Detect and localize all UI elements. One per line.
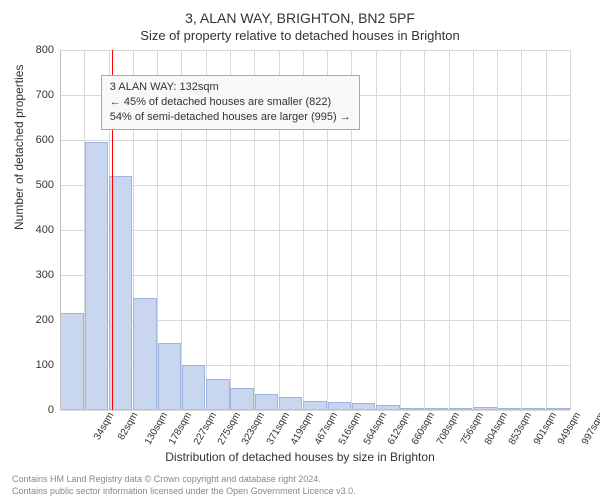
footer-copyright-1: Contains HM Land Registry data © Crown c… xyxy=(12,474,321,484)
y-tick-label: 600 xyxy=(36,134,54,146)
histogram-bar xyxy=(279,397,302,411)
annotation-line: ← 45% of detached houses are smaller (82… xyxy=(110,95,351,110)
y-tick-label: 800 xyxy=(36,44,54,56)
footer-copyright-2: Contains public sector information licen… xyxy=(12,486,356,496)
y-tick-label: 500 xyxy=(36,179,54,191)
gridline-v xyxy=(449,50,450,410)
x-tick-label: 853sqm xyxy=(507,411,534,447)
histogram-bar xyxy=(206,379,229,411)
y-axis-line xyxy=(60,50,61,410)
gridline-v xyxy=(400,50,401,410)
x-tick-label: 227sqm xyxy=(191,411,218,447)
x-tick-label: 516sqm xyxy=(337,411,364,447)
y-tick-label: 700 xyxy=(36,89,54,101)
histogram-bar xyxy=(230,388,253,411)
x-tick-label: 708sqm xyxy=(434,411,461,447)
x-tick-label: 34sqm xyxy=(92,411,117,442)
x-axis-line xyxy=(60,409,570,410)
gridline-h xyxy=(60,410,570,411)
gridline-v xyxy=(570,50,571,410)
x-tick-label: 82sqm xyxy=(116,411,141,442)
x-tick-label: 756sqm xyxy=(459,411,486,447)
y-tick-label: 200 xyxy=(36,314,54,326)
x-tick-label: 901sqm xyxy=(531,411,558,447)
x-tick-label: 419sqm xyxy=(289,411,316,447)
y-tick-label: 100 xyxy=(36,359,54,371)
gridline-v xyxy=(546,50,547,410)
y-tick-label: 400 xyxy=(36,224,54,236)
x-axis-label: Distribution of detached houses by size … xyxy=(0,450,600,464)
gridline-h xyxy=(60,185,570,186)
gridline-h xyxy=(60,140,570,141)
y-axis-label: Number of detached properties xyxy=(12,65,26,230)
x-tick-label: 323sqm xyxy=(240,411,267,447)
gridline-v xyxy=(473,50,474,410)
page-subtitle: Size of property relative to detached ho… xyxy=(0,26,600,43)
histogram-bar xyxy=(60,313,83,410)
y-tick-label: 300 xyxy=(36,269,54,281)
gridline-h xyxy=(60,275,570,276)
histogram-bar xyxy=(109,176,132,410)
histogram-bar xyxy=(133,298,156,411)
histogram-plot: 010020030040050060070080034sqm82sqm130sq… xyxy=(60,50,570,410)
gridline-v xyxy=(376,50,377,410)
gridline-v xyxy=(521,50,522,410)
histogram-bar xyxy=(85,142,108,410)
x-tick-label: 660sqm xyxy=(410,411,437,447)
histogram-bar xyxy=(158,343,181,411)
gridline-v xyxy=(497,50,498,410)
gridline-h xyxy=(60,230,570,231)
gridline-v xyxy=(424,50,425,410)
histogram-bar xyxy=(255,394,278,410)
y-tick-label: 0 xyxy=(48,404,54,416)
annotation-line: 3 ALAN WAY: 132sqm xyxy=(110,80,351,95)
x-tick-label: 371sqm xyxy=(264,411,291,447)
gridline-h xyxy=(60,50,570,51)
annotation-box: 3 ALAN WAY: 132sqm← 45% of detached hous… xyxy=(101,75,360,130)
histogram-bar xyxy=(182,365,205,410)
page-title: 3, ALAN WAY, BRIGHTON, BN2 5PF xyxy=(0,0,600,26)
x-tick-label: 564sqm xyxy=(361,411,388,447)
annotation-line: 54% of semi-detached houses are larger (… xyxy=(110,110,351,125)
x-tick-label: 178sqm xyxy=(167,411,194,447)
